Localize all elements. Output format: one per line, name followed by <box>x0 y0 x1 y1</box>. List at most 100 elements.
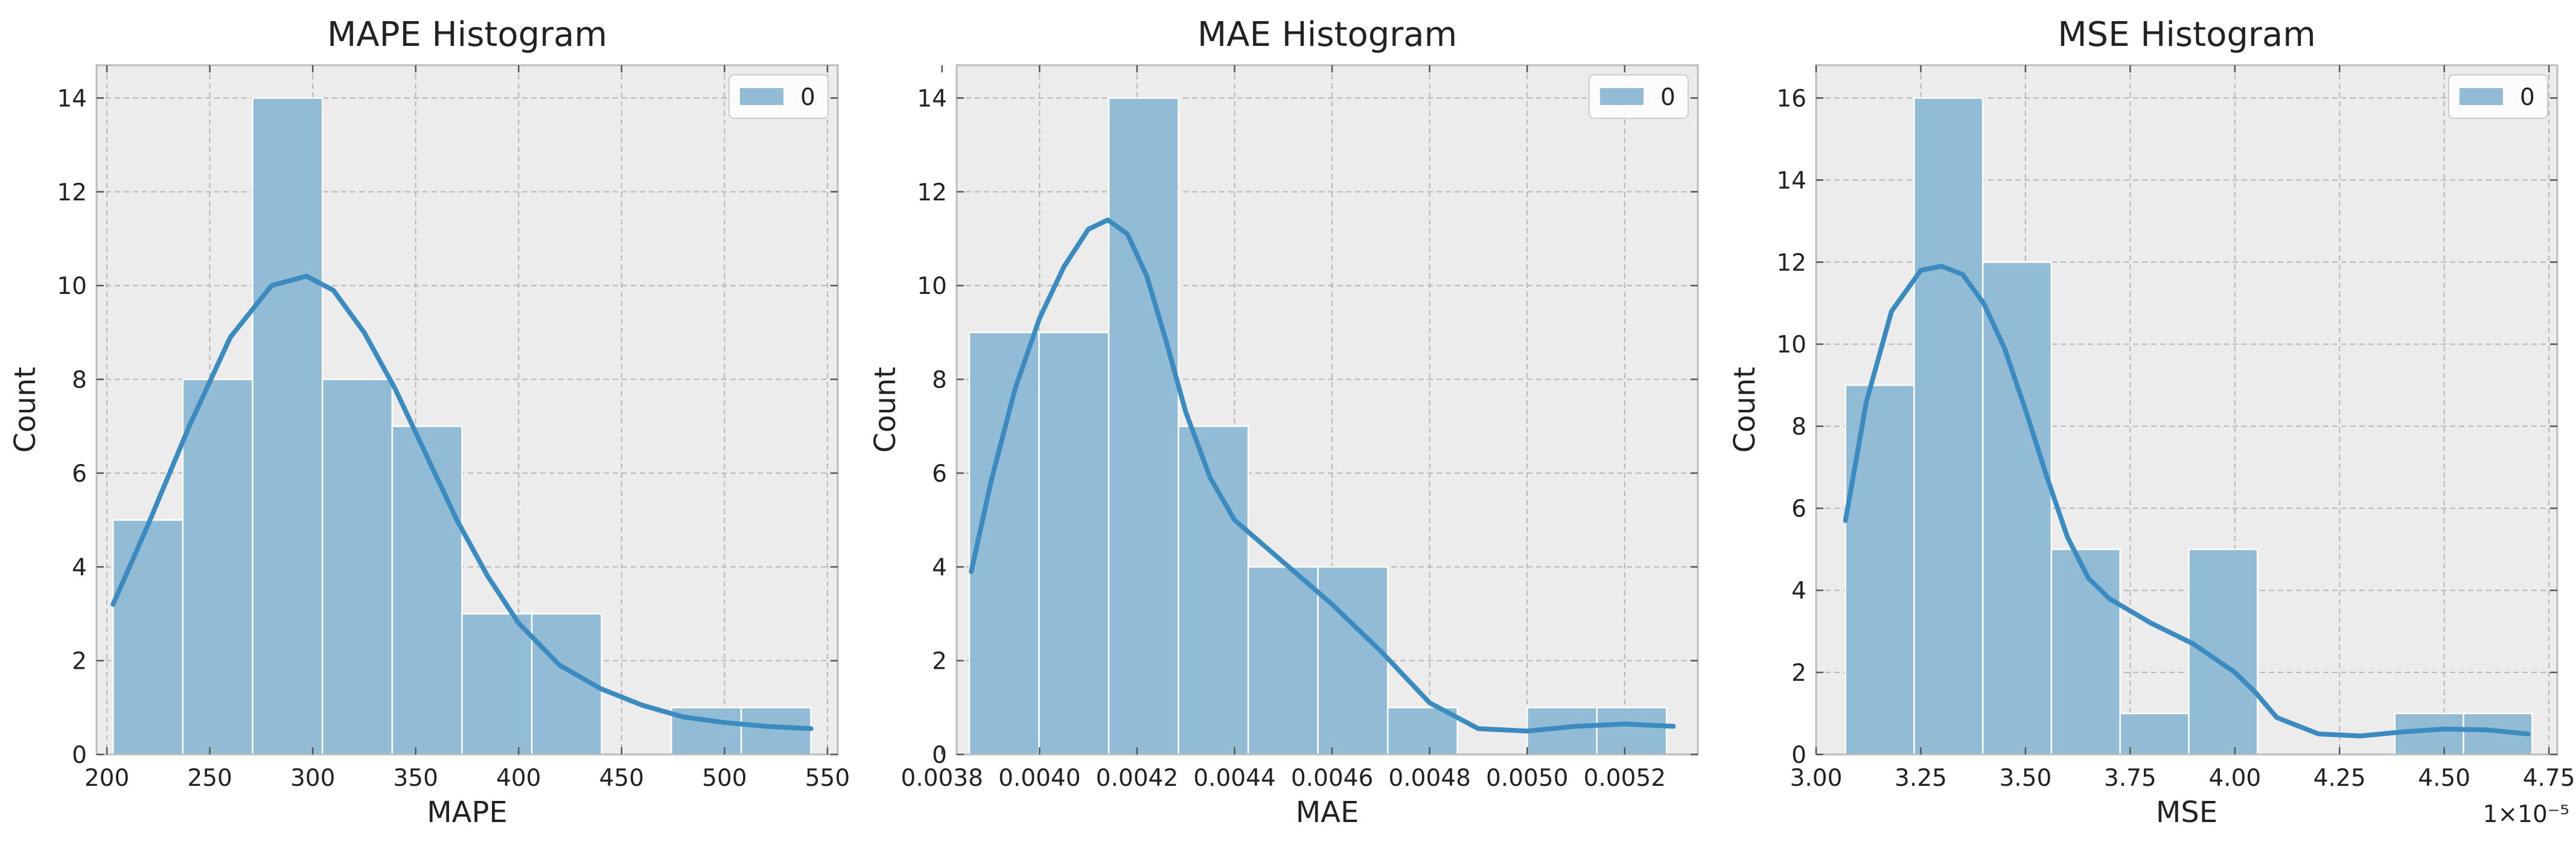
kde-line <box>1843 264 2531 739</box>
y-tick-label: 6 <box>932 461 947 488</box>
plot-frame <box>955 64 1699 756</box>
y-tick-label: 14 <box>917 85 947 112</box>
x-tick-label: 200 <box>84 765 129 792</box>
y-tick-label: 2 <box>932 648 947 675</box>
plot-frame <box>1815 64 2558 756</box>
chart-panel-3: 3.00 3.25 3.50 3.75 4.00 4.25 4.50 4.75 0 2 4 6 8 10 1… <box>1728 15 2575 829</box>
x-tick-label: 0.0044 <box>1193 765 1275 792</box>
y-tick-label: 2 <box>72 648 87 675</box>
chart-title: MSE Histogram <box>2058 15 2316 54</box>
y-tick-label: 12 <box>57 179 87 206</box>
x-tick-label: 350 <box>393 765 438 792</box>
chart-title: MAE Histogram <box>1197 15 1457 54</box>
x-tick-label: 500 <box>702 765 747 792</box>
x-tick-label: 0.0042 <box>1096 765 1178 792</box>
y-tick-label: 0 <box>932 742 947 769</box>
y-tick-label: 6 <box>1791 496 1806 523</box>
legend: 0 <box>728 74 829 119</box>
histogram-bar <box>1247 566 1319 756</box>
histogram-bar <box>1913 97 1984 756</box>
histogram-bar <box>112 519 184 756</box>
histogram-bar <box>321 378 394 756</box>
x-axis-label: MAPE <box>427 795 508 829</box>
x-tick-label: 300 <box>290 765 335 792</box>
y-tick-label: 10 <box>57 273 87 300</box>
x-tick-label: 3.00 <box>1790 765 1843 792</box>
histogram-bar <box>1178 425 1249 756</box>
x-tick-label: 3.50 <box>1999 765 2052 792</box>
legend-label: 0 <box>2520 84 2535 111</box>
y-tick-label: 12 <box>1776 249 1806 276</box>
y-tick-label: 4 <box>932 554 947 581</box>
x-tick-label: 550 <box>805 765 850 792</box>
histogram-bar <box>1038 331 1110 756</box>
histogram-bar <box>1386 707 1458 756</box>
y-axis-label: Count <box>1728 367 1762 453</box>
histogram-bar <box>461 613 533 756</box>
x-tick-label: 0.0038 <box>901 765 983 792</box>
y-axis-label: Count <box>869 367 902 453</box>
histogram-bar <box>2188 548 2259 756</box>
y-tick-label: 6 <box>72 461 87 488</box>
x-tick-label: 4.00 <box>2208 765 2261 792</box>
x-tick-label: 4.75 <box>2523 765 2575 792</box>
x-tick-label: 0.0050 <box>1486 765 1568 792</box>
x-tick-label: 3.25 <box>1895 765 1947 792</box>
chart-panel-1: 200 250 300 350 400 450 500 550 0 2 4 6 8 10 12 14 MAPE … <box>8 15 850 829</box>
x-tick-label: 400 <box>496 765 541 792</box>
legend-label: 0 <box>800 84 815 111</box>
histogram-bar <box>1526 707 1598 756</box>
y-tick-label: 10 <box>917 273 947 300</box>
y-tick-label: 16 <box>1776 85 1806 112</box>
x-tick-label: 0.0048 <box>1388 765 1470 792</box>
y-tick-label: 12 <box>917 179 947 206</box>
y-tick-label: 4 <box>1791 578 1806 605</box>
histogram-bar <box>252 97 324 756</box>
y-axis-label: Count <box>8 367 42 453</box>
x-tick-label: 4.50 <box>2418 765 2470 792</box>
legend-swatch <box>740 88 783 105</box>
x-tick-label: 0.0052 <box>1584 765 1666 792</box>
x-tick-label: 3.75 <box>2104 765 2157 792</box>
kde-line <box>110 273 814 732</box>
x-axis-label: MSE <box>2156 795 2217 829</box>
legend-label: 0 <box>1660 84 1675 111</box>
chart-panel-2: 0.0038 0.0040 0.0042 0.0044 0.0046 0.0048 0.00… <box>869 15 1699 829</box>
y-tick-label: 0 <box>1791 742 1806 769</box>
histogram-bar <box>1317 566 1389 756</box>
histogram-bar <box>182 378 253 756</box>
chart-title: MAPE Histogram <box>327 15 607 54</box>
x-tick-label: 4.25 <box>2313 765 2366 792</box>
legend-swatch <box>1600 88 1643 105</box>
y-tick-label: 4 <box>72 554 87 581</box>
kde-line <box>969 217 1676 734</box>
y-tick-label: 14 <box>57 85 87 112</box>
plot-frame <box>95 64 839 756</box>
y-tick-label: 14 <box>1776 167 1806 194</box>
histogram-bar <box>1596 707 1668 756</box>
legend: 0 <box>2448 74 2548 119</box>
y-tick-label: 2 <box>1791 660 1806 687</box>
histogram-bar <box>740 707 812 756</box>
axis-offset-text: 1×10⁻⁵ <box>2483 801 2569 828</box>
histogram-bar <box>391 425 463 756</box>
histogram-bar <box>1108 97 1179 756</box>
y-tick-label: 8 <box>72 367 87 394</box>
y-tick-label: 8 <box>932 367 947 394</box>
x-tick-label: 0.0046 <box>1291 765 1373 792</box>
legend: 0 <box>1589 74 1689 119</box>
y-tick-label: 0 <box>72 742 87 769</box>
histogram-bar <box>2463 712 2533 756</box>
histogram-bar <box>1981 261 2053 756</box>
y-tick-label: 10 <box>1776 331 1806 359</box>
y-tick-label: 8 <box>1791 413 1806 441</box>
x-axis-label: MAE <box>1296 795 1359 829</box>
legend-swatch <box>2460 88 2503 105</box>
x-tick-label: 450 <box>599 765 644 792</box>
x-tick-label: 0.0040 <box>998 765 1080 792</box>
histogram-bar <box>2050 548 2121 756</box>
x-tick-label: 250 <box>187 765 232 792</box>
histogram-bar <box>1844 384 1915 756</box>
